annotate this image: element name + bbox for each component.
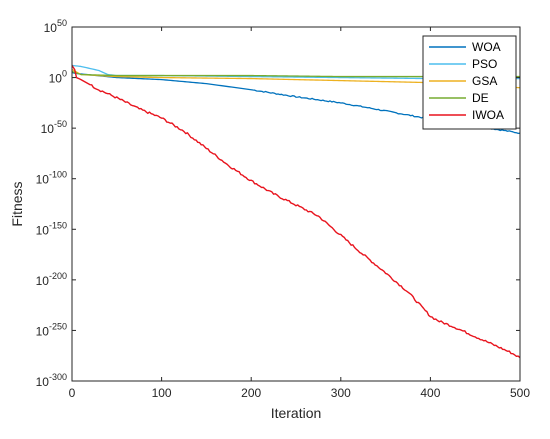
legend: WOA PSO GSA DE IWOA (422, 35, 517, 130)
y-tick-label: 100 (49, 69, 67, 86)
legend-label-woa: WOA (472, 40, 501, 54)
y-tick-label: 10-50 (41, 119, 67, 136)
y-axis: 1050 100 10-50 10-100 10-150 10-200 10-250 10-3… (36, 18, 520, 389)
y-tick-label: 10-200 (36, 271, 67, 288)
y-tick-label: 10-150 (36, 220, 67, 237)
x-tick-label: 500 (510, 386, 530, 400)
plot-frame (71, 26, 521, 382)
legend-label-pso: PSO (472, 57, 497, 71)
x-tick-label: 200 (241, 386, 261, 400)
legend-label-gsa: GSA (472, 74, 497, 88)
y-tick-label: 10-100 (36, 170, 67, 187)
legend-box (422, 35, 517, 130)
x-tick-label: 300 (331, 386, 351, 400)
x-tick-label: 100 (152, 386, 172, 400)
series-line-iwoa (71, 65, 521, 359)
x-tick-label: 400 (420, 386, 440, 400)
x-tick-label: 0 (69, 386, 76, 400)
x-axis-label: Iteration (271, 405, 322, 421)
y-axis-label: Fitness (9, 181, 25, 226)
legend-label-de: DE (472, 91, 489, 105)
y-tick-label: 10-300 (36, 372, 67, 389)
legend-label-iwoa: IWOA (472, 108, 504, 122)
y-tick-label: 10-250 (36, 321, 67, 338)
y-tick-label: 1050 (44, 18, 67, 35)
x-axis: 0 100 200 300 400 500 (69, 27, 530, 400)
